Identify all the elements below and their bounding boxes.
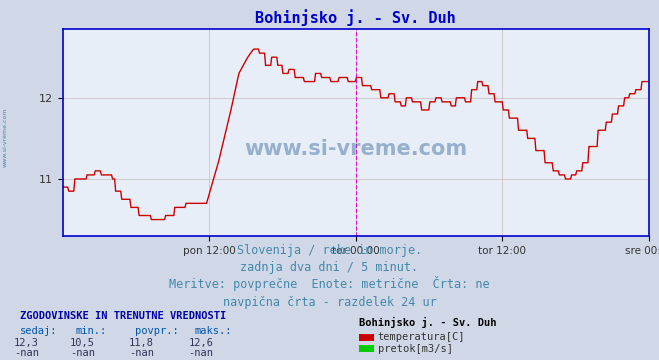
Text: zadnja dva dni / 5 minut.: zadnja dva dni / 5 minut. [241, 261, 418, 274]
Text: min.:: min.: [76, 326, 107, 336]
Text: ZGODOVINSKE IN TRENUTNE VREDNOSTI: ZGODOVINSKE IN TRENUTNE VREDNOSTI [20, 311, 226, 321]
Text: sedaj:: sedaj: [20, 326, 57, 336]
Text: 11,8: 11,8 [129, 338, 154, 348]
Text: maks.:: maks.: [194, 326, 232, 336]
Text: Slovenija / reke in morje.: Slovenija / reke in morje. [237, 244, 422, 257]
Text: Bohinjsko j. - Sv. Duh: Bohinjsko j. - Sv. Duh [359, 317, 497, 328]
Text: -nan: -nan [14, 348, 39, 359]
Title: Bohinjsko j. - Sv. Duh: Bohinjsko j. - Sv. Duh [256, 9, 456, 26]
Text: temperatura[C]: temperatura[C] [378, 332, 465, 342]
Text: 12,6: 12,6 [188, 338, 214, 348]
Text: www.si-vreme.com: www.si-vreme.com [3, 107, 8, 167]
Text: www.si-vreme.com: www.si-vreme.com [244, 139, 467, 159]
Text: 12,3: 12,3 [14, 338, 39, 348]
Text: Meritve: povprečne  Enote: metrične  Črta: ne: Meritve: povprečne Enote: metrične Črta:… [169, 276, 490, 291]
Text: -nan: -nan [129, 348, 154, 359]
Text: povpr.:: povpr.: [135, 326, 179, 336]
Text: pretok[m3/s]: pretok[m3/s] [378, 344, 453, 354]
Text: -nan: -nan [70, 348, 95, 359]
Text: navpična črta - razdelek 24 ur: navpična črta - razdelek 24 ur [223, 296, 436, 309]
Text: 10,5: 10,5 [70, 338, 95, 348]
Text: -nan: -nan [188, 348, 214, 359]
